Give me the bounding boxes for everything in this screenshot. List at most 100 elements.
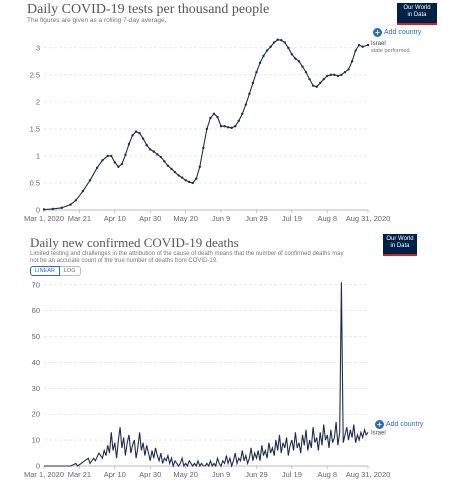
data-point [95, 166, 99, 170]
x-tick-label: Apr 10 [104, 214, 126, 223]
x-tick-label: Jun 29 [245, 214, 268, 223]
chart1-title: Daily COVID-19 tests per thousand people [27, 2, 270, 17]
x-tick-label: Aug 8 [317, 470, 337, 479]
chart2-subtitle-line1: Limited testing and challenges in the at… [30, 251, 344, 257]
data-point [354, 49, 357, 52]
data-point [280, 39, 283, 42]
x-tick-label: Mar 1, 2020 [24, 470, 64, 479]
data-point [187, 180, 191, 184]
data-point [343, 70, 347, 74]
x-tick-label: Apr 10 [104, 470, 126, 479]
y-tick-label: 60 [32, 306, 40, 315]
data-point [287, 46, 290, 50]
series-note: state performed [371, 48, 410, 54]
owid-logo[interactable]: Our World in Data [397, 3, 437, 25]
add-country-button-2[interactable]: + Add country [375, 420, 423, 429]
y-tick-label: 0.5 [30, 178, 40, 187]
data-point [51, 207, 55, 211]
data-point [113, 161, 117, 164]
series-label: Israel [371, 430, 386, 436]
tests-chart-panel: Daily COVID-19 tests per thousand people… [0, 0, 453, 230]
series-line-israel [43, 39, 369, 211]
y-tick-label: 30 [32, 384, 40, 393]
x-tick-label: Jul 19 [282, 214, 302, 223]
scale-log-button[interactable]: LOG [59, 266, 81, 276]
data-point [294, 57, 297, 60]
data-point [311, 84, 315, 87]
data-point [173, 170, 177, 174]
add-country-label: Add country [384, 29, 422, 36]
data-point [308, 77, 311, 81]
data-point [216, 115, 219, 119]
chart2-title: Daily new confirmed COVID-19 deaths [30, 235, 239, 250]
data-point [361, 45, 364, 48]
x-tick-label: Aug 8 [317, 214, 337, 223]
y-tick-label: 1.5 [30, 124, 40, 133]
y-tick-label: 20 [32, 410, 40, 419]
x-tick-label: Jun 9 [212, 214, 230, 223]
data-point [283, 41, 286, 44]
data-point [88, 179, 92, 182]
data-point [219, 125, 223, 128]
data-point [42, 208, 46, 211]
data-point [226, 126, 230, 129]
data-point [269, 45, 272, 48]
x-tick-label: May 20 [173, 470, 198, 479]
data-point [366, 43, 370, 47]
data-point [134, 130, 138, 133]
data-point [145, 143, 148, 147]
x-tick-label: Mar 1, 2020 [24, 214, 64, 223]
data-point [315, 85, 318, 88]
data-point [322, 77, 325, 81]
data-point [329, 73, 333, 77]
series-line-israel [44, 282, 369, 469]
data-point [304, 70, 308, 74]
add-country-button[interactable]: + Add country [373, 28, 421, 37]
data-point [163, 160, 166, 163]
data-point [191, 181, 194, 185]
data-point [60, 206, 63, 210]
data-point [272, 41, 276, 44]
data-point [117, 165, 120, 168]
series-label: Israel [371, 41, 386, 47]
y-tick-label: 0 [36, 462, 40, 471]
data-point [237, 119, 240, 122]
data-point [318, 81, 322, 85]
data-point [241, 112, 244, 115]
data-point [209, 116, 212, 120]
y-tick-label: 1 [36, 151, 40, 160]
data-point [202, 146, 205, 150]
data-point [326, 74, 329, 78]
owid-logo-2[interactable]: Our World in Data [383, 234, 417, 256]
data-point [81, 189, 85, 193]
data-point [69, 203, 72, 206]
y-tick-label: 2 [36, 97, 40, 106]
data-point [347, 68, 350, 71]
data-point [234, 125, 237, 128]
data-point [138, 132, 141, 135]
data-point [127, 142, 131, 146]
x-tick-label: May 20 [173, 214, 198, 223]
y-tick-label: 40 [32, 358, 40, 367]
data-point [258, 61, 262, 65]
data-point [152, 150, 155, 153]
y-tick-label: 2.5 [30, 70, 40, 79]
x-tick-label: Jun 9 [212, 470, 230, 479]
add-country-label-2: Add country [386, 421, 424, 428]
x-tick-label: Aug 31, 2020 [346, 214, 391, 223]
chart2-subtitle-line2: not be an accurate count of the true num… [30, 258, 218, 264]
x-tick-label: Jul 19 [282, 470, 302, 479]
data-point [156, 153, 159, 156]
data-point [198, 165, 202, 168]
data-point [159, 155, 163, 159]
tests-line-chart: 0 0.5 1 1.5 2 2.5 3 Mar 1, 2020 Mar 21 Apr 10 Apr … [24, 38, 410, 223]
data-point [255, 70, 258, 74]
plus-icon: + [373, 28, 382, 37]
data-point [212, 112, 216, 115]
data-point [141, 137, 145, 140]
data-point [110, 154, 113, 158]
y-tick-label: 10 [32, 436, 40, 445]
data-point [357, 43, 361, 47]
scale-linear-button[interactable]: LINEAR [30, 266, 60, 276]
y-tick-label: 50 [32, 332, 40, 341]
